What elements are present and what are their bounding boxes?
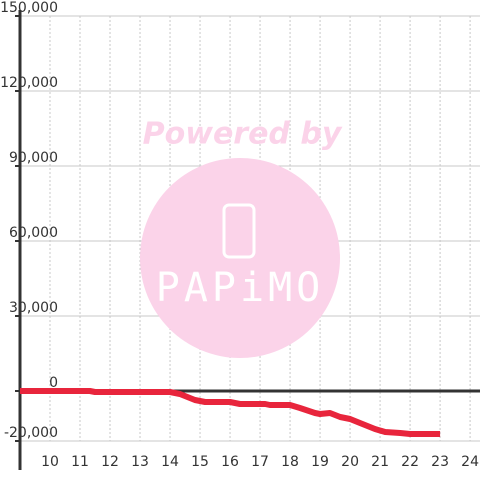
y-tick-label: -20,000 (4, 425, 58, 441)
y-tick-label: 90,000 (9, 150, 58, 166)
x-tick-label: 21 (371, 454, 389, 470)
x-tick-label: 10 (41, 454, 59, 470)
x-tick-label: 15 (191, 454, 209, 470)
x-tick-label: 20 (341, 454, 359, 470)
watermark: Powered by PAPiMO (140, 117, 343, 358)
x-tick-label: 13 (131, 454, 149, 470)
x-tick-label: 14 (161, 454, 179, 470)
watermark-text: Powered by (143, 117, 343, 152)
x-tick-label: 24 (461, 454, 479, 470)
series-line (20, 388, 441, 437)
x-tick-label: 12 (101, 454, 119, 470)
y-tick-label: 120,000 (0, 75, 58, 91)
x-tick-label: 18 (281, 454, 299, 470)
watermark-phone (222, 203, 256, 259)
x-tick-label: 22 (401, 454, 419, 470)
x-tick-label: 19 (311, 454, 329, 470)
y-tick-label: 150,000 (0, 0, 58, 16)
x-tick-label: 23 (431, 454, 449, 470)
y-tick-label: 0 (49, 375, 58, 391)
x-tick-label: 17 (251, 454, 269, 470)
y-tick-label: 60,000 (9, 225, 58, 241)
x-tick-label: 16 (221, 454, 239, 470)
y-tick-label: 30,000 (9, 300, 58, 316)
watermark-logo: PAPiMO (156, 265, 325, 311)
x-tick-label: 11 (71, 454, 89, 470)
